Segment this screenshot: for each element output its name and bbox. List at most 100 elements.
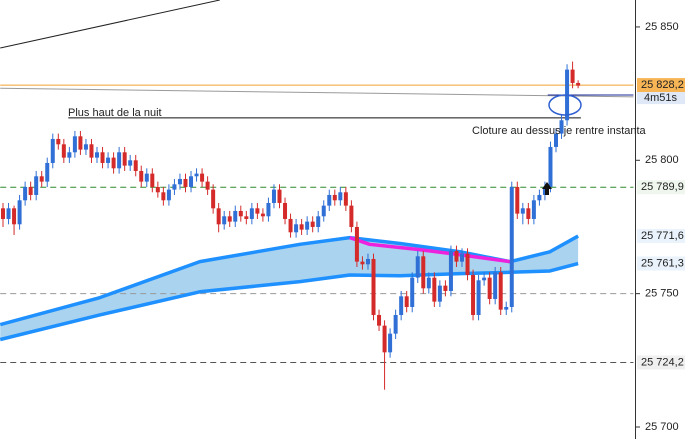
level-label: 25 724,2 [641,356,684,368]
candle-body [471,274,476,315]
candle-body [255,208,260,214]
candle-body [122,152,127,166]
candle-body [570,69,575,83]
candle-body [56,138,61,145]
candle-body [1,208,5,219]
candle-body [150,173,155,187]
candle-body [509,186,514,307]
candle-body [238,210,243,217]
candle-body [393,314,398,334]
band-fill [0,236,579,340]
level-label-box [637,229,685,244]
annotations: Plus haut de la nuit Cloture au dessus j… [68,94,647,195]
candle-body [377,314,382,326]
candle-body [17,200,22,225]
highlight-circle [548,94,582,116]
candle-body [139,170,144,182]
level-label: 25 761,3 [641,257,684,269]
candle-body [437,285,442,302]
candle-body [576,82,581,86]
candle-body [542,186,547,195]
y-tick-label: 25 800 [645,154,679,166]
candle-body [205,181,210,190]
candle-body [61,144,66,158]
candle-body [531,200,536,219]
candle-body [67,152,72,158]
countdown-box [637,92,685,105]
candle-body [288,218,293,233]
candle-body [343,192,348,206]
candle-body [432,277,437,302]
candle-body [283,202,288,219]
candle-body [399,296,404,315]
candle-body [504,306,509,310]
annotation: Plus haut de la nuit [68,107,162,119]
candle-body [316,216,321,227]
candle-body [227,216,232,222]
level-label: 25 789,9 [641,181,684,193]
candle-body [34,176,39,195]
candle-body [271,189,276,203]
candle-body [128,160,133,166]
candle-body [305,221,310,230]
candle-body [111,157,116,169]
level-label: 25 828,2 [641,79,684,91]
candle-body [404,296,409,307]
candle-body [216,208,221,225]
candle-body [222,216,227,225]
candle-body [50,138,55,163]
candle-body [548,146,553,187]
candle-body [448,250,453,291]
candle-body [454,250,459,262]
candle-body [294,224,299,233]
level-label-box [637,256,685,271]
candle-body [277,189,282,203]
candle-body [493,272,498,299]
annotation: Cloture au dessus je rentre instanta [472,125,647,137]
candle-body [28,186,33,195]
candle-body [89,144,94,158]
level-label-box [637,180,685,195]
candle-body [144,173,149,182]
candle-body [244,216,249,219]
y-tick-label: 25 750 [645,288,679,300]
candle-body [72,136,77,153]
candle-body [100,152,105,163]
candle-body [6,208,11,219]
level-label-box [637,355,685,370]
candle-body [537,194,542,201]
moving-average [0,234,579,327]
candle-body [388,333,393,353]
candle-body [365,258,370,265]
candle-body [183,178,188,187]
candle-body [117,152,122,169]
candle-body [498,272,503,310]
candle-body [443,285,448,291]
candle-body [354,226,359,262]
candle-body [177,178,182,185]
candle-body [526,208,531,219]
candle-body [266,202,271,217]
level-line [0,87,634,98]
candle-body [39,176,44,182]
candle-body [520,208,525,214]
y-tick-label: 25 850 [645,21,679,33]
candle-body [332,194,337,201]
arrow-up [542,182,552,195]
candle-body [349,205,354,227]
candle-body [421,256,426,289]
candle-body [200,173,205,182]
candle-body [233,210,238,222]
candle-body [559,120,564,134]
candle-body [371,258,376,315]
level-label-box [637,78,685,93]
candle-body [172,184,177,190]
level-line [0,0,220,49]
candle-body [166,189,171,201]
candle-body [95,152,100,158]
candle-body [194,173,199,177]
candle-body [459,253,464,262]
candle-body [321,205,326,217]
